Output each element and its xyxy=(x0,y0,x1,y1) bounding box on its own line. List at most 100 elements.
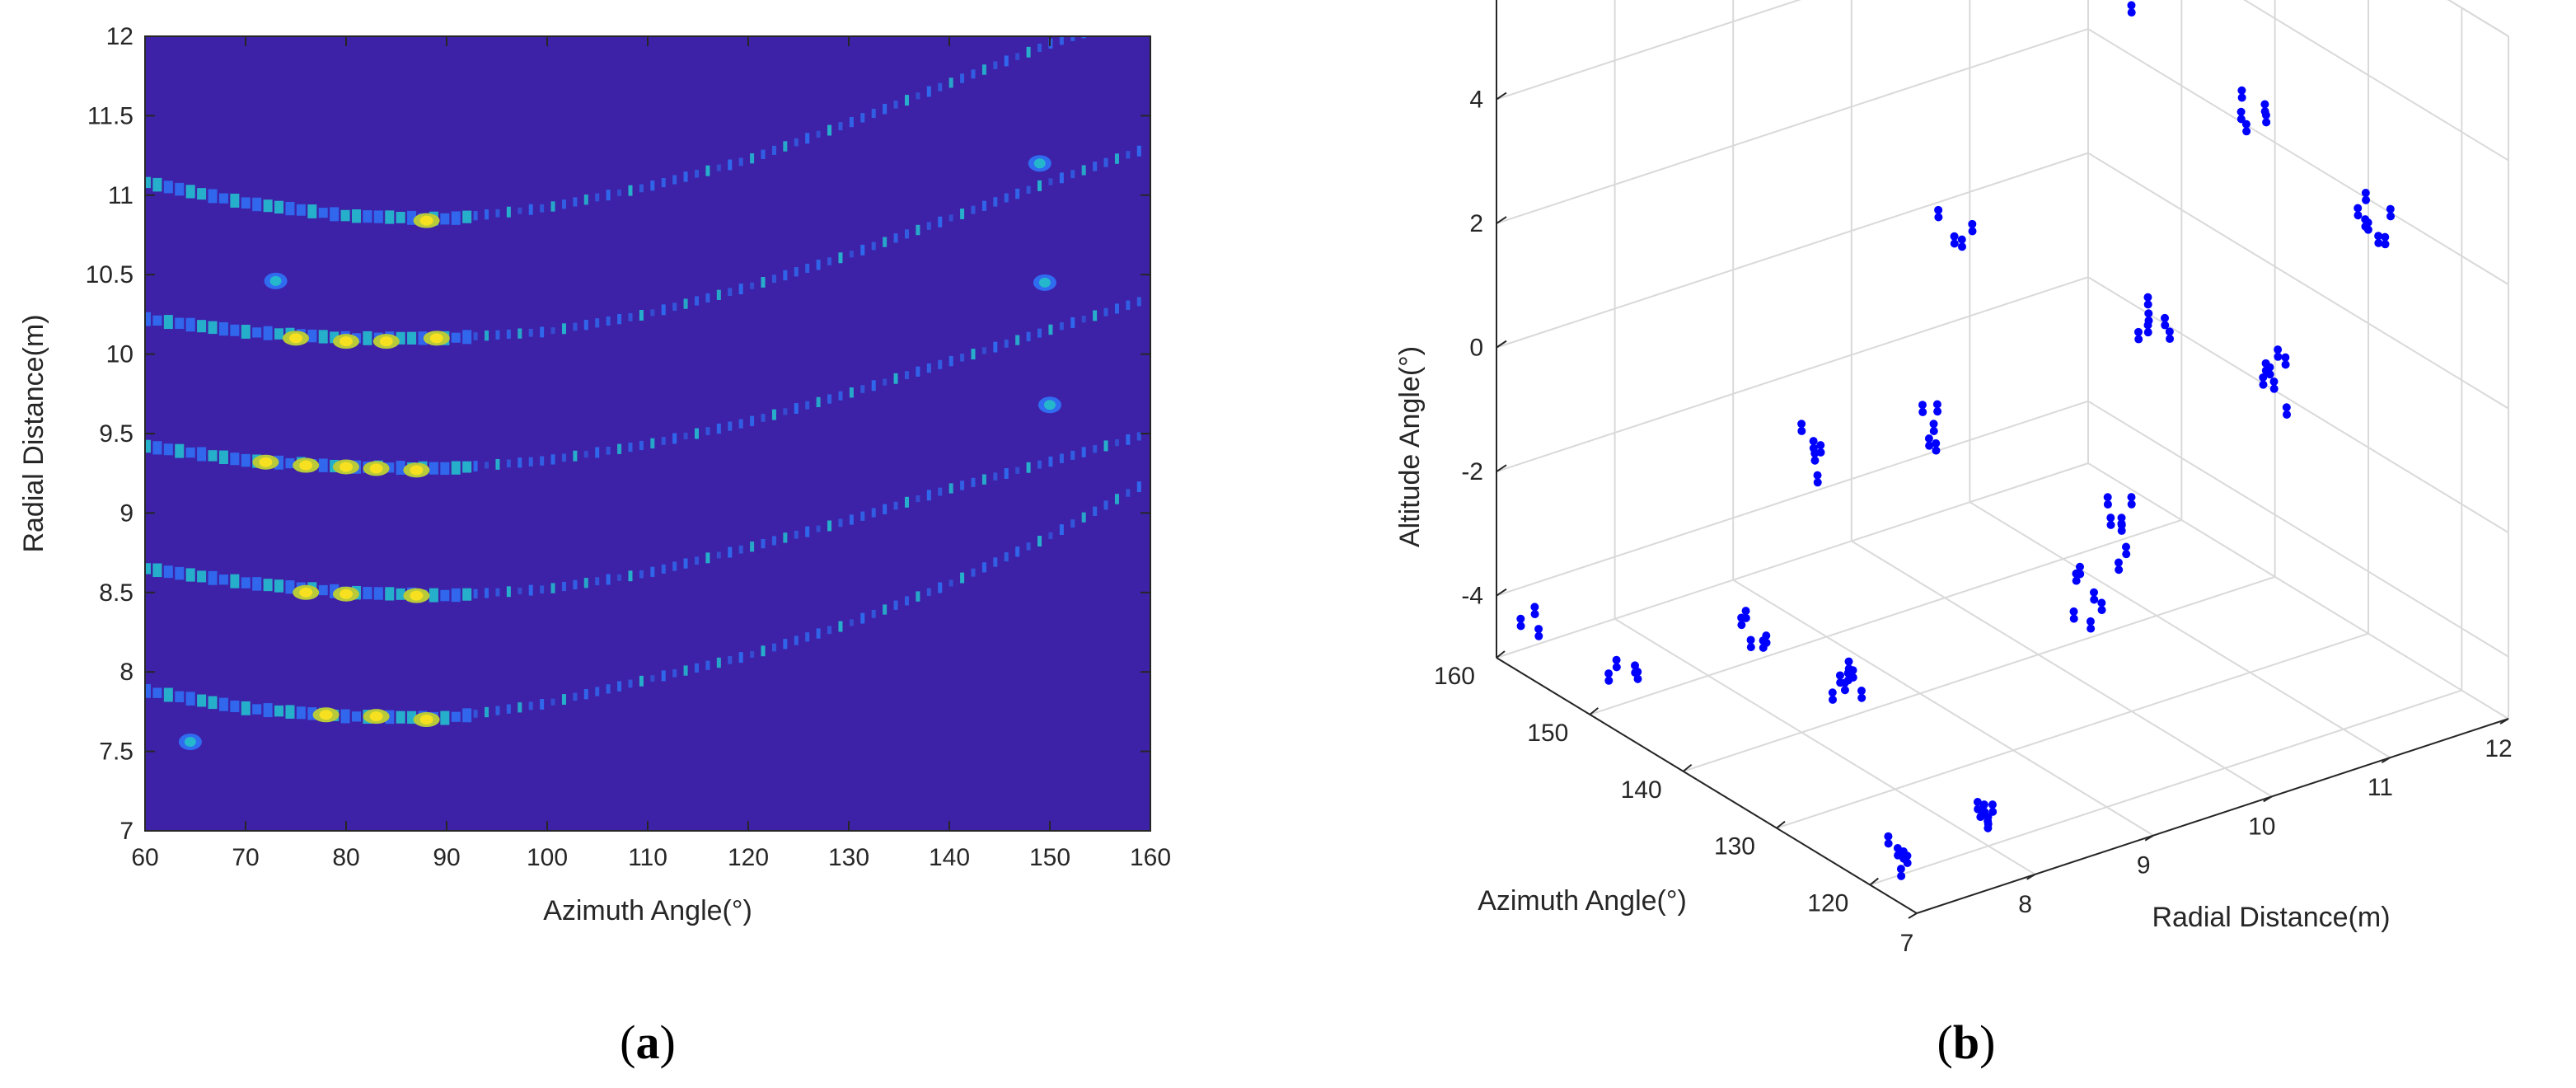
heatmap-cell xyxy=(738,652,743,664)
heatmap-blob-core xyxy=(1044,400,1056,410)
scatter-point xyxy=(2361,215,2370,224)
heatmap-cell xyxy=(617,313,622,325)
heatmap-cell xyxy=(683,558,688,569)
heatmap-cell xyxy=(263,326,273,340)
heatmap-area xyxy=(145,36,1150,831)
heatmap-cell xyxy=(883,378,888,386)
scatter-point xyxy=(2265,363,2274,372)
heatmap-cell xyxy=(971,568,976,577)
heatmap-cell xyxy=(152,687,162,698)
heatmap-cell xyxy=(385,462,395,473)
scatter-point xyxy=(1933,407,1942,416)
axis-azimuth xyxy=(1496,657,1918,914)
heatmap-cell xyxy=(993,557,998,567)
heatmap-cell xyxy=(1015,467,1020,474)
heatmap-cell xyxy=(827,257,832,265)
x-tick-label: 130 xyxy=(828,844,869,871)
scatter-point xyxy=(1932,446,1941,455)
scatter-point xyxy=(2072,576,2081,585)
scatter-point xyxy=(2115,565,2124,574)
heatmap-cell xyxy=(145,563,151,574)
scatter-point xyxy=(1746,635,1755,645)
heatmap-cell xyxy=(926,490,931,501)
heatmap-cell xyxy=(540,204,545,213)
heatmap-bands xyxy=(145,36,1141,751)
scatter-point xyxy=(1932,400,1941,409)
heatmap-cell xyxy=(860,244,865,256)
heatmap-cell xyxy=(1037,43,1042,52)
heatmap-cell xyxy=(993,197,998,207)
y-tick-label: 10.5 xyxy=(86,261,133,288)
heatmap-cell xyxy=(1015,335,1020,345)
scatter-point xyxy=(1934,205,1943,214)
scatter-point xyxy=(1848,673,1857,682)
heatmap-cell xyxy=(981,64,986,75)
scatter-point xyxy=(2097,606,2106,615)
heatmap-cell xyxy=(816,396,821,407)
scatter-point xyxy=(2069,614,2078,623)
heatmap-cell xyxy=(948,77,953,88)
heatmap-cell xyxy=(716,657,721,668)
heatmap-cell xyxy=(485,330,489,341)
heatmap-cell xyxy=(639,570,644,579)
heatmap-cell xyxy=(175,566,185,580)
heatmap-cell xyxy=(617,574,622,581)
heatmap-cell xyxy=(197,570,207,583)
heatmap-cell xyxy=(1059,453,1064,463)
scatter-point xyxy=(1924,434,1933,443)
heatmap-cell xyxy=(838,518,843,528)
heatmap-cell xyxy=(208,450,218,462)
heatmap-cell xyxy=(573,450,578,462)
scatter-point xyxy=(1929,420,1938,429)
heatmap-cell xyxy=(1126,151,1131,159)
grid-floor-a xyxy=(1496,462,2089,659)
y-tick-label: 7 xyxy=(119,818,133,845)
scatter-point xyxy=(2103,493,2112,502)
scatter-point xyxy=(1741,607,1750,616)
scatter-point xyxy=(1612,663,1621,672)
scatter-point xyxy=(2386,212,2396,221)
heatmap-cell xyxy=(595,318,600,328)
heatmap-cell xyxy=(805,526,810,537)
heatmap-cell xyxy=(761,277,766,288)
heatmap-cell xyxy=(705,427,710,435)
heatmap-cell xyxy=(528,204,533,215)
grid-back-z xyxy=(1496,152,2089,349)
heatmap-cell xyxy=(661,177,666,188)
heatmap-cell xyxy=(794,403,799,414)
heatmap-cell xyxy=(661,304,666,316)
heatmap-cell xyxy=(849,619,854,626)
heatmap-cell xyxy=(561,323,566,335)
heatmap-cell xyxy=(241,453,251,467)
heatmap-cell xyxy=(1093,162,1098,171)
altitude-tick-label: -4 xyxy=(1461,583,1483,610)
scatter-point xyxy=(1631,661,1640,670)
scatter-point xyxy=(2144,316,2153,325)
heatmap-cell xyxy=(583,451,588,458)
heatmap-cell xyxy=(716,164,721,171)
heatmap-cell xyxy=(860,612,865,624)
heatmap-cell xyxy=(451,711,461,722)
heatmap-cell xyxy=(750,542,755,552)
heatmap-cell xyxy=(263,579,273,592)
scatter-point xyxy=(2144,309,2153,318)
heatmap-cell xyxy=(185,447,195,458)
altitude-tick-mark xyxy=(1496,588,1507,597)
scatter-point xyxy=(1957,235,1966,244)
heatmap-cell xyxy=(916,591,920,602)
heatmap-cell xyxy=(252,704,262,715)
heatmap-cell xyxy=(495,458,500,470)
radial-tick-label: 9 xyxy=(2137,852,2151,879)
scatter-point xyxy=(2127,493,2136,502)
heatmap-peak xyxy=(340,589,353,599)
heatmap-cell xyxy=(728,421,733,431)
scatter-point xyxy=(2117,526,2126,535)
heatmap-cell xyxy=(1114,153,1119,164)
scatter-point xyxy=(2281,360,2290,369)
heatmap-cell xyxy=(1048,532,1053,540)
scatter-point xyxy=(1973,797,1982,806)
heatmap-cell xyxy=(672,302,677,312)
heatmap-cell xyxy=(363,331,372,345)
y-tick-label: 9 xyxy=(119,499,133,527)
